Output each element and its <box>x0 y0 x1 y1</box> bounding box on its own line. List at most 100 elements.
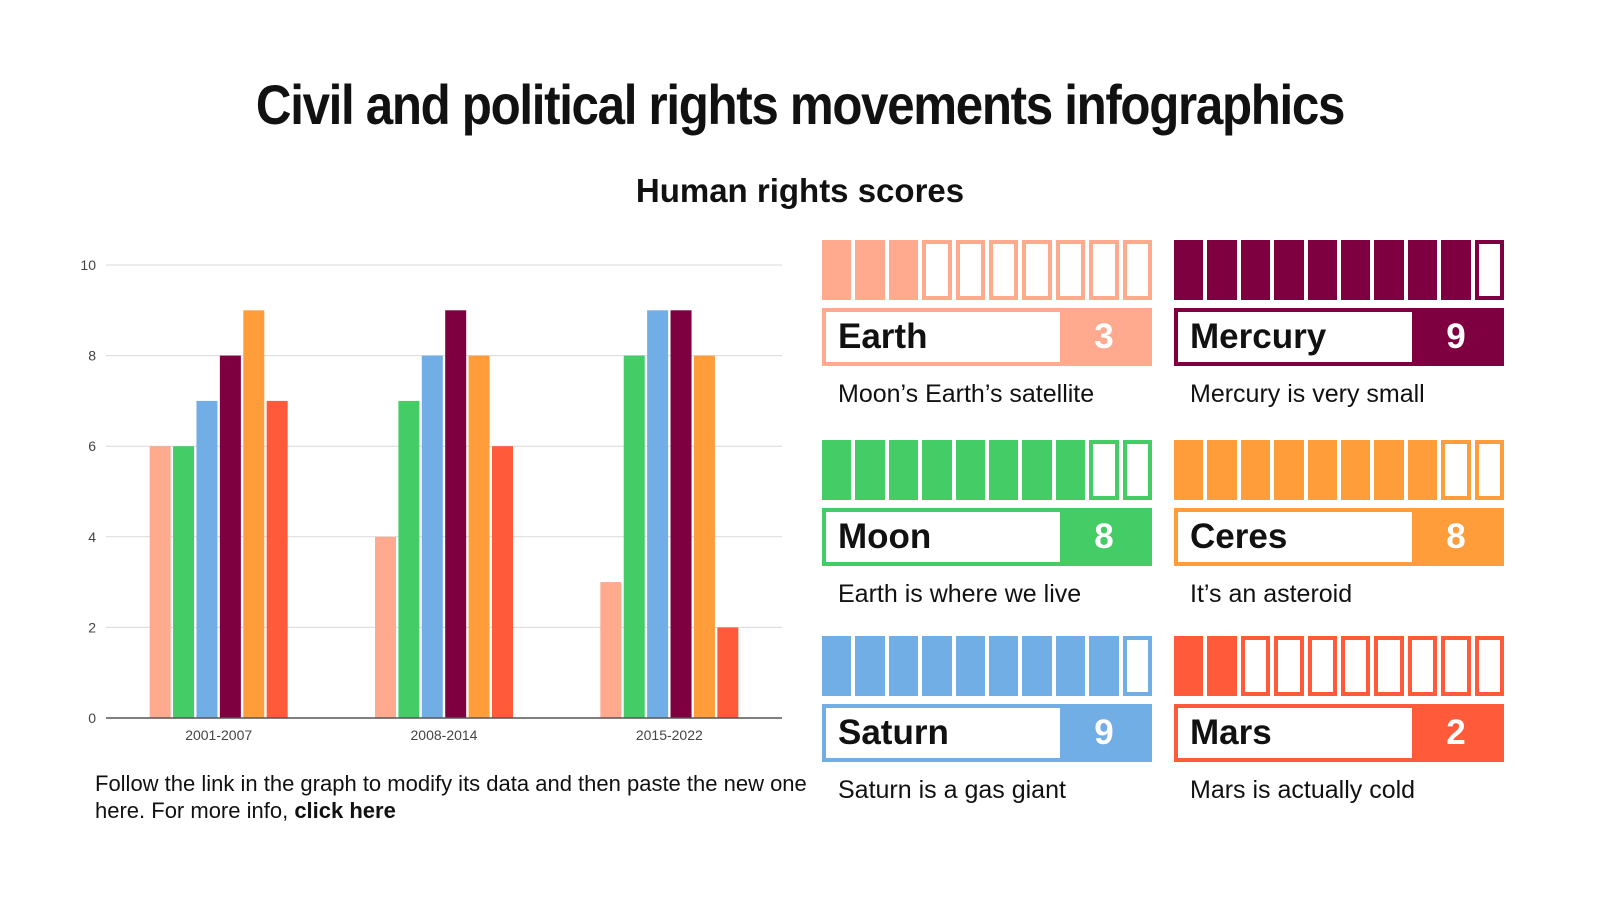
filled-score-block <box>1374 240 1404 300</box>
card-score: 9 <box>1412 312 1500 362</box>
filled-score-block <box>1341 440 1371 500</box>
bar <box>693 355 715 718</box>
score-blocks <box>1174 440 1505 500</box>
card-name: Mercury <box>1178 312 1412 362</box>
filled-score-block <box>1307 440 1338 500</box>
empty-score-block <box>1240 636 1271 696</box>
filled-score-block <box>989 636 1019 696</box>
score-card-mars: Mars 2 Mars is actually cold <box>1174 636 1505 805</box>
card-score: 3 <box>1060 312 1148 362</box>
card-score: 9 <box>1060 708 1148 758</box>
bar <box>600 582 622 718</box>
bar <box>398 400 420 718</box>
card-description: Mercury is very small <box>1190 380 1425 408</box>
empty-score-block <box>1407 636 1438 696</box>
x-tick-label: 2001-2007 <box>185 727 252 743</box>
x-tick-label: 2008-2014 <box>411 727 478 743</box>
empty-score-block <box>1089 440 1119 500</box>
empty-score-block <box>989 240 1019 300</box>
filled-score-block <box>1055 636 1086 696</box>
score-label-box: Ceres 8 <box>1174 508 1504 566</box>
score-card-mercury: Mercury 9 Mercury is very small <box>1174 240 1505 409</box>
empty-score-block <box>1441 636 1471 696</box>
score-label-box: Saturn 9 <box>822 704 1152 762</box>
filled-score-block <box>1441 240 1471 300</box>
card-description: Earth is where we live <box>838 580 1082 608</box>
chart-note: Follow the link in the graph to modify i… <box>95 770 815 824</box>
filled-score-block <box>955 636 986 696</box>
bar <box>149 446 171 718</box>
score-blocks <box>1174 240 1505 300</box>
filled-score-block <box>1407 440 1438 500</box>
card-name: Saturn <box>826 708 1060 758</box>
score-blocks <box>822 636 1153 696</box>
filled-score-block <box>955 440 986 500</box>
bar <box>623 355 645 718</box>
card-name: Ceres <box>1178 512 1412 562</box>
filled-score-block <box>1207 240 1237 300</box>
empty-score-block <box>1122 440 1153 500</box>
filled-score-block <box>1022 636 1052 696</box>
card-description: Moon’s Earth’s satellite <box>838 380 1095 408</box>
filled-score-block <box>989 440 1019 500</box>
card-description: It’s an asteroid <box>1190 580 1353 608</box>
x-tick-label: 2015-2022 <box>636 727 703 743</box>
filled-score-block <box>1174 240 1204 300</box>
bar <box>196 400 218 718</box>
card-score: 8 <box>1060 512 1148 562</box>
click-here-link[interactable]: click here <box>294 798 396 823</box>
empty-score-block <box>1055 240 1086 300</box>
filled-score-block <box>1274 240 1304 300</box>
bar <box>219 355 241 718</box>
empty-score-block <box>1441 440 1471 500</box>
card-score: 2 <box>1412 708 1500 758</box>
score-blocks <box>822 240 1153 300</box>
score-label-box: Earth 3 <box>822 308 1152 366</box>
empty-score-block <box>955 240 986 300</box>
score-blocks <box>822 440 1153 500</box>
empty-score-block <box>1341 636 1371 696</box>
filled-score-block <box>1240 440 1271 500</box>
filled-score-block <box>1240 240 1271 300</box>
card-score: 8 <box>1412 512 1500 562</box>
bar <box>421 355 443 718</box>
filled-score-block <box>1374 440 1404 500</box>
filled-score-block <box>1207 636 1237 696</box>
empty-score-block <box>1122 240 1153 300</box>
score-label-box: Mercury 9 <box>1174 308 1504 366</box>
y-tick-label: 0 <box>88 710 96 726</box>
score-blocks <box>1174 636 1505 696</box>
empty-score-block <box>1474 440 1505 500</box>
bar <box>670 310 692 718</box>
y-tick-label: 10 <box>80 257 96 273</box>
empty-score-block <box>1474 636 1505 696</box>
bar <box>445 310 467 718</box>
score-card-ceres: Ceres 8 It’s an asteroid <box>1174 440 1505 609</box>
score-card-saturn: Saturn 9 Saturn is a gas giant <box>822 636 1153 805</box>
chart-note-text: Follow the link in the graph to modify i… <box>95 771 807 823</box>
filled-score-block <box>888 440 919 500</box>
empty-score-block <box>1089 240 1119 300</box>
filled-score-block <box>1022 440 1052 500</box>
bar <box>492 446 513 718</box>
filled-score-block <box>822 636 852 696</box>
y-tick-label: 8 <box>88 348 96 364</box>
filled-score-block <box>1307 240 1338 300</box>
card-name: Mars <box>1178 708 1412 758</box>
card-description: Mars is actually cold <box>1190 776 1416 804</box>
bar <box>468 355 490 718</box>
empty-score-block <box>1122 636 1153 696</box>
empty-score-block <box>1022 240 1052 300</box>
bar <box>375 536 396 718</box>
y-tick-label: 4 <box>88 529 96 545</box>
card-name: Earth <box>826 312 1060 362</box>
filled-score-block <box>922 440 952 500</box>
filled-score-block <box>1207 440 1237 500</box>
filled-score-block <box>1341 240 1371 300</box>
filled-score-block <box>822 440 852 500</box>
bar <box>717 627 739 718</box>
empty-score-block <box>922 240 952 300</box>
empty-score-block <box>1474 240 1505 300</box>
bar <box>243 310 265 718</box>
score-label-box: Mars 2 <box>1174 704 1504 762</box>
